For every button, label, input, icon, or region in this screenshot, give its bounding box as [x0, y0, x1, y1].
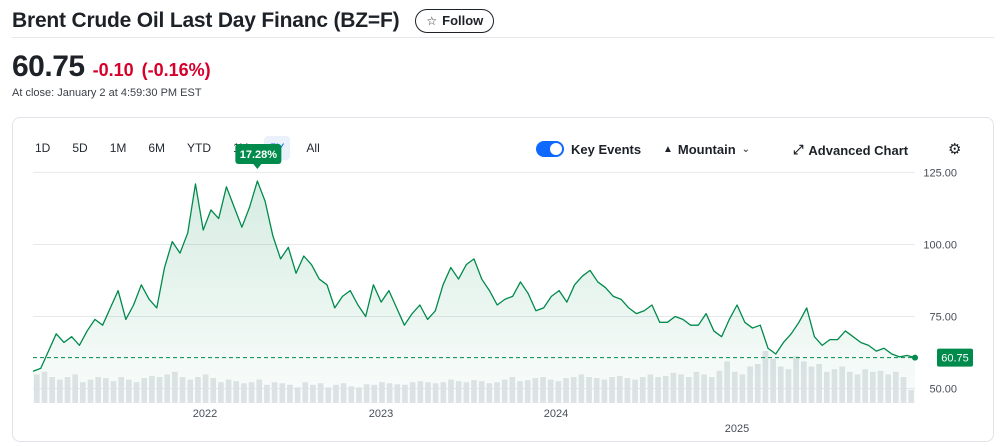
quote-row: 60.75 -0.10 (-0.16%) — [12, 50, 211, 84]
advanced-chart-button[interactable]: ⤢ Advanced Chart — [793, 142, 908, 158]
chart-toolbar: Key Events ▲ Mountain ⌄ ⤢ Advanced Chart… — [13, 140, 993, 160]
chevron-down-icon: ⌄ — [741, 144, 751, 155]
area-fill — [33, 181, 915, 403]
chart-type-dropdown[interactable]: ▲ Mountain ⌄ — [663, 142, 750, 157]
change-badge — [235, 144, 282, 165]
follow-button[interactable]: ☆ Follow — [415, 8, 495, 33]
close-timestamp: At close: January 2 at 4:59:30 PM EST — [12, 87, 202, 99]
x-tick-label: 2022 — [193, 408, 217, 420]
range-6m[interactable]: 6M — [148, 141, 166, 155]
key-events-label[interactable]: Key Events — [571, 142, 642, 157]
range-ytd[interactable]: YTD — [187, 141, 212, 155]
range-1d[interactable]: 1D — [35, 141, 51, 155]
chart-type-label: Mountain — [677, 142, 736, 157]
key-events-toggle[interactable] — [536, 141, 564, 157]
gear-icon[interactable]: ⚙ — [948, 141, 962, 158]
y-tick-label: 125.00 — [923, 167, 957, 179]
current-price-label: 60.75 — [941, 353, 969, 365]
range-1m[interactable]: 1M — [109, 141, 127, 155]
change-badge-pointer — [253, 164, 262, 170]
star-icon: ☆ — [426, 13, 438, 28]
y-tick-label: 75.00 — [929, 312, 957, 324]
range-5d[interactable]: 5D — [72, 141, 88, 155]
change-badge-label: 17.28% — [240, 149, 278, 161]
price-change-percent: (-0.16%) — [141, 60, 211, 80]
current-price-badge — [937, 348, 973, 367]
range-all[interactable]: All — [306, 141, 320, 155]
price-line — [32, 180, 916, 372]
y-tick-label: 50.00 — [929, 384, 957, 396]
mountain-icon: ▲ — [663, 144, 673, 155]
x-tick-label: 2025 — [725, 423, 749, 435]
current-price-dot — [912, 354, 918, 361]
page-header: Brent Crude Oil Last Day Financ (BZ=F) ☆… — [12, 4, 994, 38]
price-change: -0.10 — [92, 60, 134, 80]
x-tick-label: 2023 — [369, 408, 393, 420]
price-chart[interactable]: 125.00 100.00 75.00 50.00 60.75 17.28% 2022 202… — [13, 118, 993, 441]
y-tick-label: 100.00 — [923, 239, 957, 251]
advanced-chart-label: Advanced Chart — [808, 142, 909, 158]
toggle-knob — [550, 143, 562, 155]
page-title: Brent Crude Oil Last Day Financ (BZ=F) — [12, 8, 400, 32]
last-price: 60.75 — [12, 50, 85, 83]
expand-icon: ⤢ — [793, 142, 804, 157]
chart-card: 1D5D1M6MYTD1Y5YAll Key Events ▲ Mountain… — [12, 117, 994, 442]
x-tick-label: 2024 — [544, 408, 568, 420]
follow-label: Follow — [442, 13, 484, 28]
